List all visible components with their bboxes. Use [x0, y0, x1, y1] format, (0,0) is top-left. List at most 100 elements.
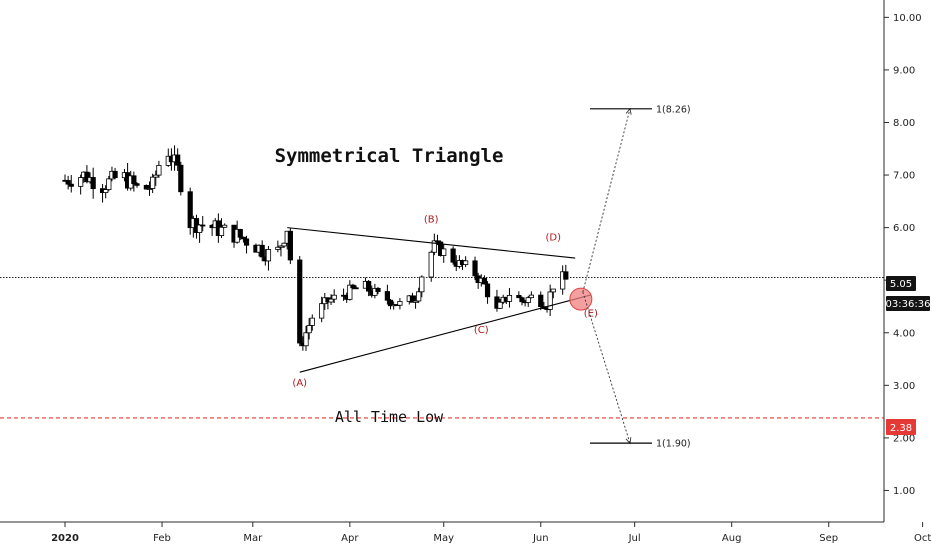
- candle-up: [222, 224, 228, 228]
- candle-down: [516, 294, 522, 299]
- candle-up: [78, 177, 84, 187]
- candle-up: [347, 284, 353, 300]
- y-tick-label: 3.00: [893, 381, 915, 392]
- x-tick-label: Aug: [722, 533, 742, 544]
- breakout-circle-marker: [569, 287, 593, 311]
- candle-down: [243, 238, 250, 246]
- candle-up: [306, 325, 312, 334]
- candle-down: [65, 180, 71, 185]
- candle-up: [419, 276, 425, 293]
- countdown-tag: [886, 296, 930, 311]
- candle-down: [387, 299, 394, 307]
- y-tick-label: 2.00: [893, 433, 915, 444]
- candle-down: [384, 291, 390, 301]
- candle-down: [200, 224, 206, 227]
- candle-up: [106, 178, 112, 190]
- candle-up: [416, 291, 422, 302]
- candle-down: [353, 287, 359, 290]
- candle-up: [156, 165, 162, 176]
- y-tick-label: 6.00: [893, 223, 915, 234]
- candle-up: [281, 242, 287, 247]
- x-tick-label: 2020: [51, 533, 79, 544]
- candle-down: [409, 295, 416, 303]
- x-tick-label: Apr: [341, 533, 359, 544]
- candle-down: [450, 248, 456, 263]
- candle-down: [134, 183, 140, 186]
- all-time-low-tag: [886, 419, 916, 435]
- all-time-low-annotation: All Time Low: [335, 408, 444, 426]
- candle-up: [441, 248, 447, 256]
- candle-up: [196, 224, 203, 233]
- candle-up: [319, 303, 325, 319]
- y-tick-label: 9.00: [893, 65, 915, 76]
- target-level-label: 1(1.90): [656, 439, 691, 450]
- projection-arrow-line: [582, 108, 631, 293]
- candle-up: [528, 294, 534, 299]
- wave-point-label: (C): [474, 325, 489, 336]
- candle-down: [484, 283, 491, 298]
- candle-up: [303, 332, 309, 347]
- candle-up: [506, 294, 513, 302]
- candle-up: [463, 260, 469, 265]
- candle-down: [287, 230, 293, 261]
- candle-down: [350, 284, 356, 289]
- candle-down: [143, 184, 149, 190]
- candle-up: [428, 251, 434, 278]
- candle-down: [375, 287, 381, 292]
- candle-down: [481, 277, 488, 285]
- candle-down: [259, 244, 265, 258]
- candle-up: [309, 317, 315, 326]
- x-tick-label: Jul: [628, 533, 641, 544]
- candle-up: [103, 189, 109, 193]
- candle-down: [187, 191, 193, 229]
- candle-down: [84, 171, 90, 183]
- y-tick-label: 7.00: [893, 171, 915, 182]
- chart-title: Symmetrical Triangle: [275, 145, 504, 167]
- y-tick-label: 10.00: [893, 13, 922, 24]
- wave-point-label: (B): [424, 214, 439, 225]
- candle-up: [150, 176, 156, 189]
- y-tick-label: 4.00: [893, 328, 915, 339]
- triangle-lower-trendline: [299, 294, 591, 373]
- candle-up: [497, 301, 503, 309]
- target-level-label: 1(8.26): [656, 104, 691, 115]
- candle-down: [240, 236, 247, 240]
- candle-up: [218, 226, 225, 236]
- candle-up: [525, 297, 531, 303]
- candle-up: [153, 174, 159, 178]
- candle-down: [112, 170, 118, 179]
- candle-up: [331, 294, 337, 300]
- candle-up: [412, 300, 419, 303]
- x-tick-label: Oct: [914, 533, 931, 544]
- y-tick-label: 8.00: [893, 118, 915, 129]
- candle-down: [90, 177, 96, 190]
- candle-up: [550, 288, 556, 293]
- candle-up: [431, 240, 437, 253]
- candle-down: [563, 271, 569, 280]
- candle-down: [519, 297, 525, 303]
- candle-down: [175, 154, 181, 166]
- candle-up: [328, 298, 334, 303]
- x-tick-label: Mar: [243, 533, 263, 544]
- time-axis[interactable]: [0, 522, 884, 550]
- all-time-low-price-label: 2.38: [890, 423, 912, 434]
- wave-point-label: (A): [292, 378, 307, 389]
- candle-up: [278, 245, 284, 248]
- current-price-tag: [886, 276, 916, 291]
- triangle-upper-trendline: [287, 227, 576, 259]
- wave-point-label: (D): [546, 233, 562, 244]
- candle-up: [275, 246, 281, 250]
- x-tick-label: Jun: [532, 533, 549, 544]
- candle-down: [366, 280, 372, 292]
- candle-down: [68, 183, 74, 187]
- candle-up: [397, 301, 403, 306]
- candle-down: [237, 228, 243, 238]
- countdown-label: 03:36:36: [886, 299, 931, 310]
- candle-up: [547, 291, 553, 310]
- candle-down: [538, 294, 544, 308]
- current-price-label: 5.05: [890, 279, 912, 290]
- candle-up: [146, 188, 153, 190]
